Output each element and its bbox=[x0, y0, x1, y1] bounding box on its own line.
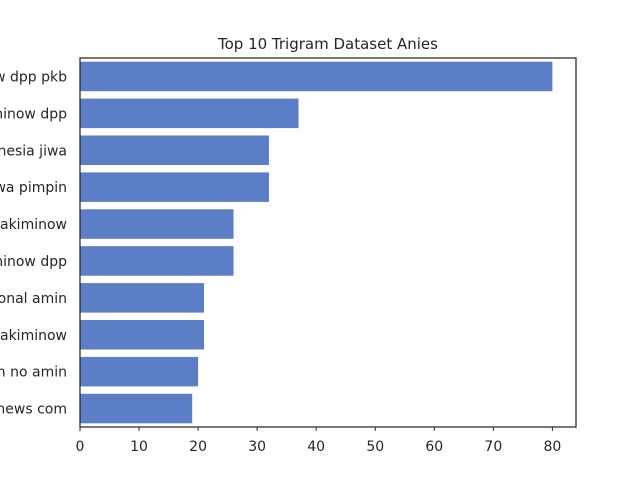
bars-group bbox=[80, 61, 553, 424]
category-label: minow dpp bbox=[0, 106, 67, 122]
bar bbox=[80, 356, 199, 387]
category-label: nesia jiwa bbox=[0, 143, 67, 159]
bar bbox=[80, 172, 269, 202]
x-tick-label: 30 bbox=[248, 439, 266, 455]
category-label: cakiminow bbox=[0, 217, 67, 233]
x-tick-label: 60 bbox=[425, 439, 443, 455]
bar bbox=[80, 135, 269, 166]
x-tick-label: 20 bbox=[189, 439, 207, 455]
bar bbox=[80, 209, 234, 239]
x-tick-label: 50 bbox=[366, 439, 384, 455]
bar bbox=[80, 246, 234, 276]
category-label: minow dpp bbox=[0, 254, 67, 270]
category-label: onal amin bbox=[0, 291, 67, 307]
x-tick-label: 80 bbox=[543, 439, 561, 455]
category-label: n no amin bbox=[0, 365, 67, 381]
bar bbox=[80, 319, 204, 350]
x-tick-label: 10 bbox=[130, 439, 148, 455]
x-axis-ticks: 0 10 20 30 40 50 60 70 80 bbox=[76, 427, 561, 455]
bar bbox=[80, 61, 553, 92]
bar bbox=[80, 98, 299, 129]
category-label: cakiminow bbox=[0, 328, 67, 344]
category-label: w dpp pkb bbox=[0, 69, 67, 85]
chart-title: Top 10 Trigram Dataset Anies bbox=[217, 35, 438, 53]
bar bbox=[80, 283, 204, 313]
x-tick-label: 70 bbox=[484, 439, 502, 455]
x-tick-label: 0 bbox=[76, 439, 85, 455]
category-label: news com bbox=[0, 402, 67, 418]
category-label: wa pimpin bbox=[0, 180, 67, 196]
category-labels: w dpp pkb minow dpp nesia jiwa wa pimpin cak… bbox=[0, 69, 67, 417]
plot-frame bbox=[79, 57, 577, 428]
x-tick-label: 40 bbox=[307, 439, 325, 455]
bar bbox=[80, 393, 193, 424]
